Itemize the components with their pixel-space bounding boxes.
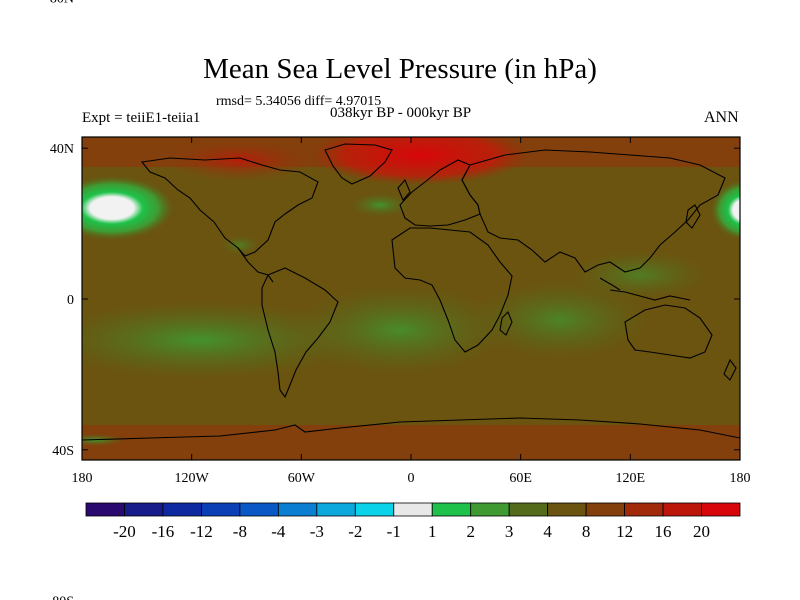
colorbar-box <box>162 502 202 517</box>
colorbar-box <box>201 502 241 517</box>
colorbar-label: -8 <box>233 522 247 541</box>
colorbar-box <box>277 502 318 517</box>
colorbar-label: -12 <box>190 522 213 541</box>
colorbar-label: -20 <box>113 522 136 541</box>
coastlines <box>82 143 740 441</box>
lon-tick-label: 180 <box>72 471 93 486</box>
lon-tick-label: 120E <box>616 471 646 486</box>
colorbar-box <box>585 502 625 517</box>
lat-tick-label: 80S <box>52 595 74 600</box>
lon-tick-label: 0 <box>408 471 415 486</box>
colorbar-label: 1 <box>428 522 437 541</box>
colorbar-box <box>431 502 472 517</box>
pressure-field <box>82 137 740 460</box>
colorbar-label: -2 <box>348 522 362 541</box>
colorbar-label: -1 <box>387 522 401 541</box>
colorbar-label: 2 <box>466 522 475 541</box>
chart-title: Mean Sea Level Pressure (in hPa) <box>203 53 597 85</box>
longitude-axis: 180 120W 60W 0 60E 120E 180 <box>72 137 751 486</box>
colorbar-label: 4 <box>543 522 552 541</box>
colorbar-label: -3 <box>310 522 324 541</box>
colorbar-box <box>124 502 164 517</box>
colorbar-label: 16 <box>655 522 672 541</box>
colorbar-box <box>508 502 549 517</box>
colorbar-box <box>624 502 664 517</box>
colorbar-box <box>316 502 356 517</box>
colorbar-box <box>547 502 587 517</box>
lon-tick-label: 180 <box>730 471 751 486</box>
colorbar-label: -16 <box>152 522 175 541</box>
stats-label: rmsd= 5.34056 diff= 4.97015 <box>216 94 382 109</box>
lat-tick-label: 80N <box>50 0 74 6</box>
lon-tick-label: 60W <box>288 471 316 486</box>
colorbar-box <box>470 502 510 517</box>
colorbar-box <box>354 502 395 517</box>
lon-tick-label: 60E <box>509 471 532 486</box>
latitude-axis: 80N 40N 0 40S 80S <box>50 0 740 600</box>
colorbar-box <box>85 502 125 517</box>
lat-tick-label: 0 <box>67 293 74 308</box>
colorbar-label: -4 <box>271 522 286 541</box>
lat-tick-label: 40S <box>52 444 74 459</box>
colorbar-box <box>662 502 702 517</box>
period-label: 038kyr BP - 000kyr BP <box>330 105 472 121</box>
colorbar-label: 8 <box>582 522 591 541</box>
experiment-label: Expt = teiiE1-teiia1 <box>82 110 201 126</box>
colorbar-label: 12 <box>616 522 633 541</box>
colorbar-box <box>701 502 741 517</box>
lat-tick-label: 40N <box>50 142 74 157</box>
colorbar-label: 3 <box>505 522 514 541</box>
colorbar-box <box>239 502 279 517</box>
lon-tick-label: 120W <box>175 471 210 486</box>
colorbar: -20 -16 -12 -8 -4 -3 -2 -1 1 2 3 4 8 12 16 20 <box>85 502 741 541</box>
colorbar-label: 20 <box>693 522 710 541</box>
colorbar-box <box>393 502 433 517</box>
season-label: ANN <box>704 109 739 126</box>
